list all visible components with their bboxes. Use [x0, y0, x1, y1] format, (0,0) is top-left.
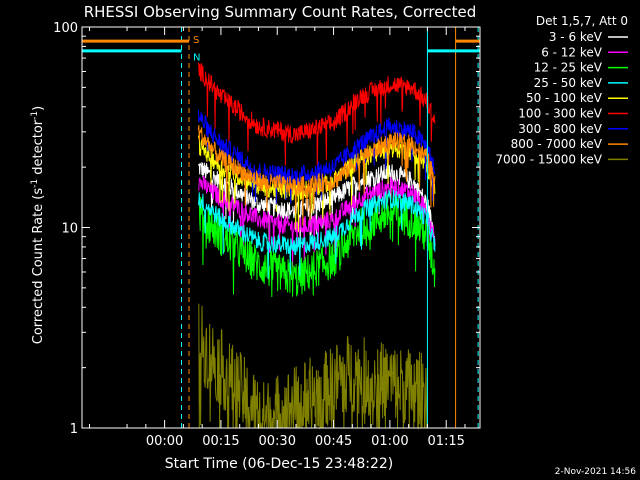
legend-label: 100 - 300 keV [518, 107, 602, 121]
x-tick-label: 01:15 [427, 434, 464, 449]
y-axis-label-end: ) [31, 106, 46, 111]
series-line [197, 189, 436, 279]
x-axis: 00:00 00:15 00:30 00:45 01:00 01:15 [89, 27, 466, 449]
y-tick-label: 10 [61, 222, 78, 237]
series-line [197, 125, 436, 226]
y-axis-label: Corrected Count Rate (s-1 detector-1) [30, 106, 46, 344]
y-tick-label: 1 [70, 422, 78, 437]
x-tick-label: 00:30 [259, 434, 296, 449]
y-axis-label-main: Corrected Count Rate (s [31, 188, 46, 345]
x-axis-label: Start Time (06-Dec-15 23:48:22) [165, 456, 393, 472]
legend-label: 12 - 25 keV [534, 61, 603, 75]
plot-area: SN [81, 26, 481, 430]
legend-title: Det 1,5,7, Att 0 [536, 14, 628, 28]
legend-label: 300 - 800 keV [518, 122, 602, 136]
y-axis-label-mid: detector [31, 119, 46, 179]
x-tick-label: 01:00 [371, 434, 408, 449]
marker-label: N [193, 53, 200, 64]
legend-label: 800 - 7000 keV [511, 137, 603, 151]
x-tick-label: 00:45 [315, 434, 352, 449]
series-line [198, 303, 428, 430]
legend-label: 7000 - 15000 keV [495, 152, 602, 166]
y-axis: 1 10 100 [53, 21, 480, 437]
series-layer [197, 62, 436, 430]
series-line [197, 62, 436, 168]
y-tick-label: 100 [53, 21, 78, 36]
legend-label: 6 - 12 keV [541, 45, 603, 59]
legend-label: 3 - 6 keV [549, 30, 603, 44]
x-tick-label: 00:00 [146, 434, 183, 449]
footer-timestamp: 2-Nov-2021 14:56 [555, 467, 637, 477]
x-tick-label: 00:15 [202, 434, 239, 449]
marker-label: S [193, 35, 199, 46]
chart-title: RHESSI Observing Summary Count Rates, Co… [84, 3, 477, 21]
y-axis-label-sup1: -1 [30, 179, 40, 188]
legend-label: 25 - 50 keV [534, 76, 603, 90]
y-axis-label-sup2: -1 [30, 111, 40, 120]
legend-label: 50 - 100 keV [526, 91, 603, 105]
